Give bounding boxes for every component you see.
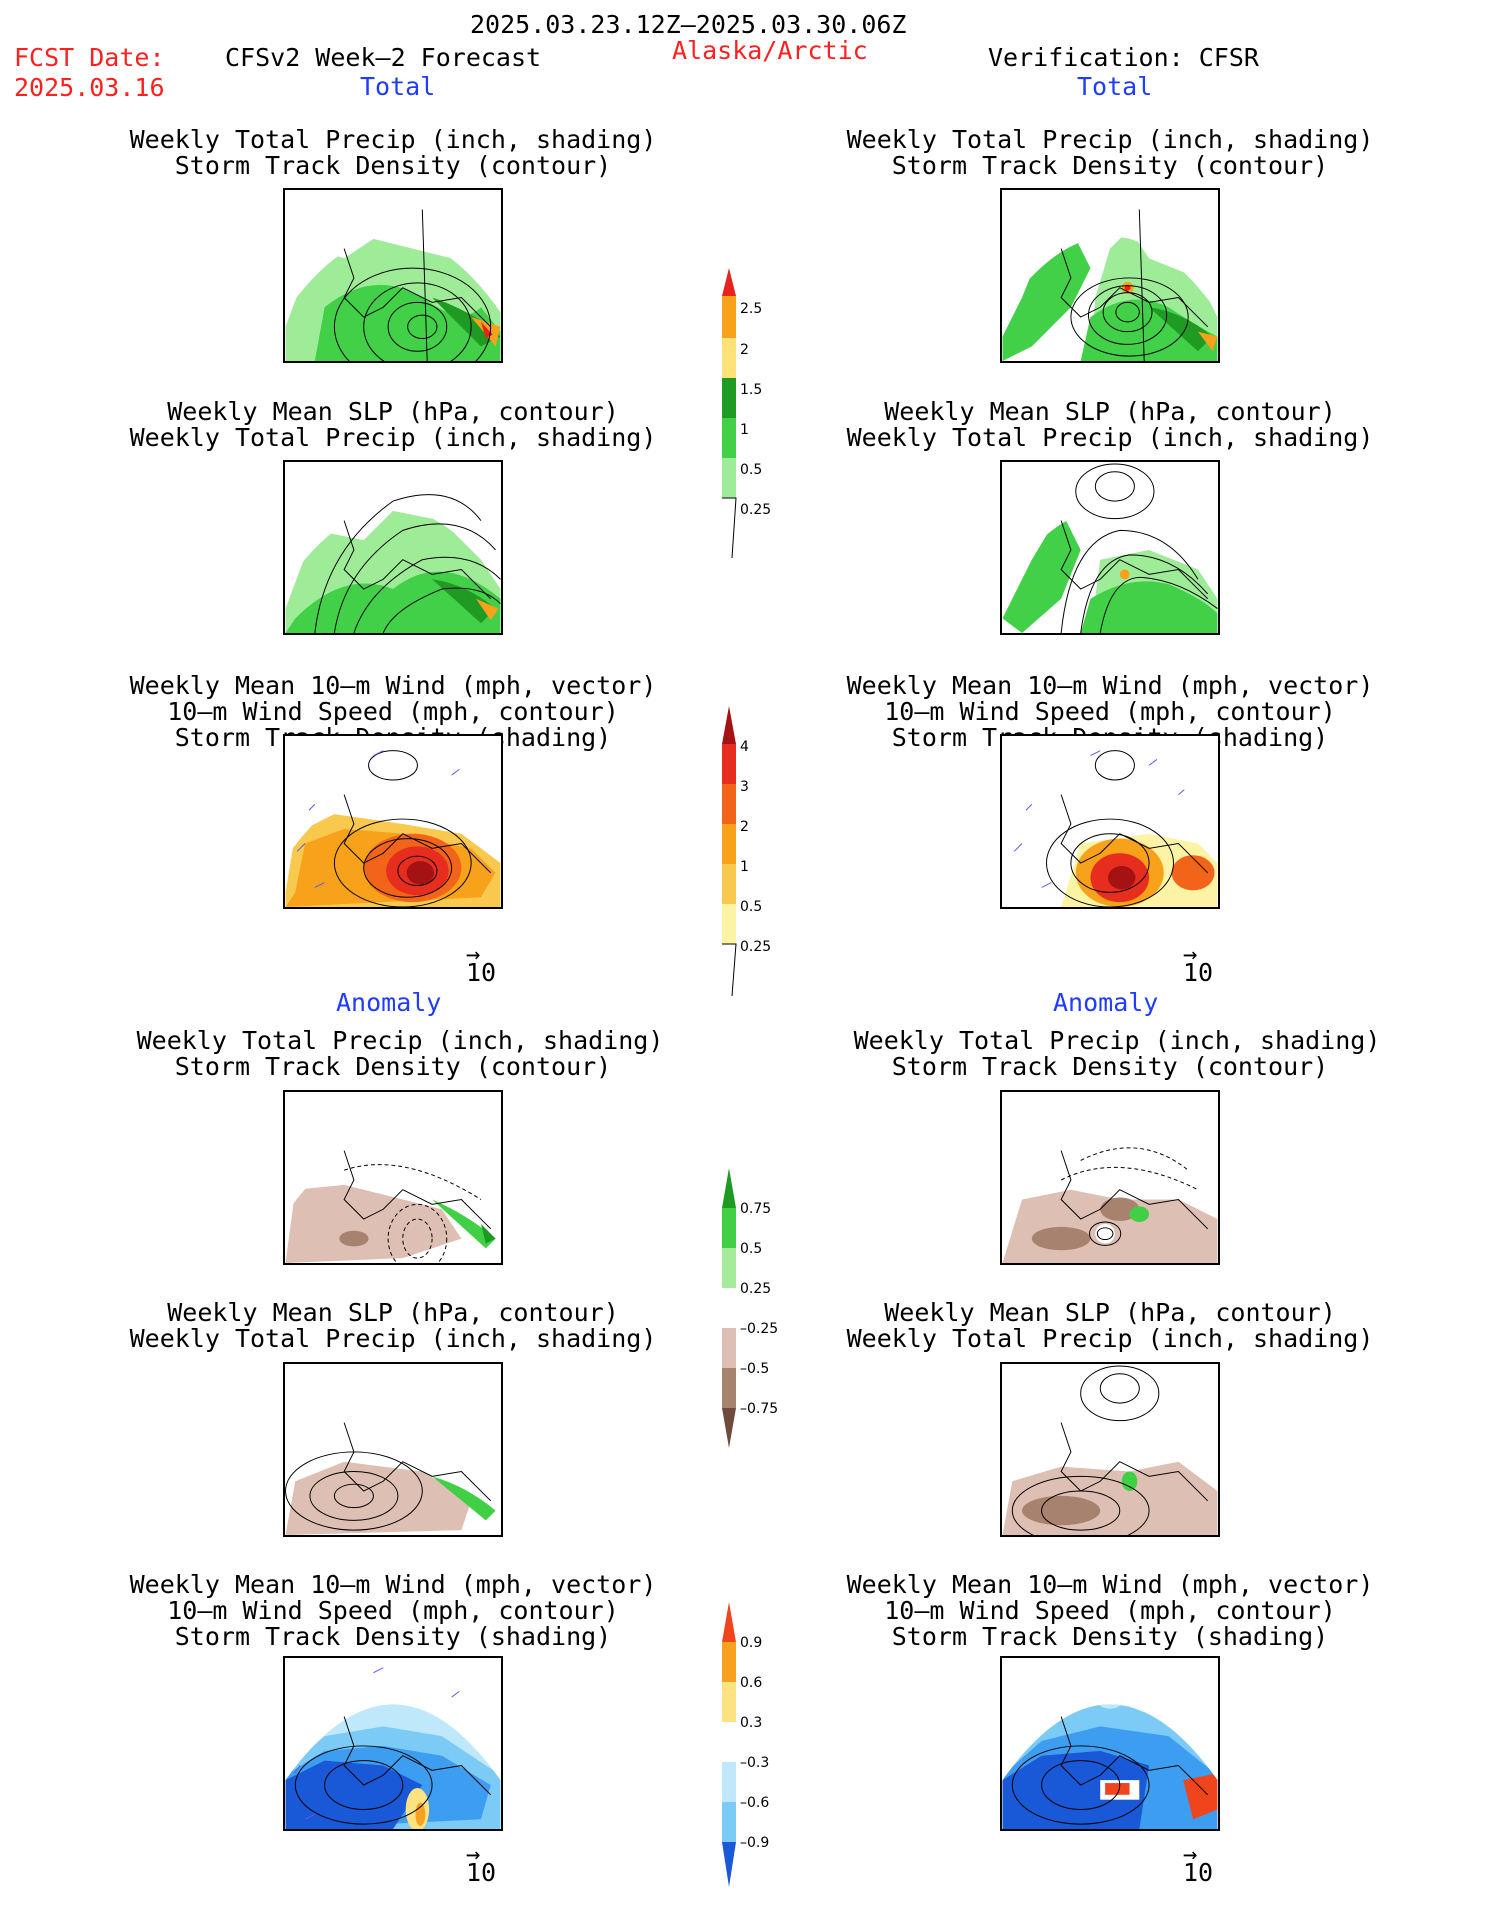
date-range-title: 2025.03.23.12Z–2025.03.30.06Z <box>470 10 907 39</box>
map-total-wind-storm-forecast <box>283 734 503 909</box>
panel-title-line: Weekly Mean SLP (hPa, contour) <box>167 397 619 426</box>
colorbar-label: 0.25 <box>740 939 771 955</box>
map-total-precip-storm-verification <box>1000 188 1220 363</box>
colorbar-label: 2 <box>740 342 749 358</box>
colorbar-label: 2 <box>740 819 749 835</box>
model-title: CFSv2 Week–2 Forecast <box>225 43 542 72</box>
panel-title-line: 10–m Wind Speed (mph, contour) <box>167 697 619 726</box>
vector-scale-arrow: → <box>466 940 481 968</box>
section-anomaly-left: Anomaly <box>336 988 442 1017</box>
colorbar-precip-total: 2.5 2 1.5 1 0.5 0.25 <box>722 268 782 562</box>
map-anom-precip-storm-verification <box>1000 1090 1220 1265</box>
colorbar-label: 0.5 <box>740 1241 762 1257</box>
colorbar-label: 1 <box>740 859 749 875</box>
colorbar-label: –0.3 <box>740 1755 769 1771</box>
panel-title-line: Weekly Mean 10–m Wind (mph, vector) <box>129 1570 657 1599</box>
colorbar-storm-anomaly: 0.9 0.6 0.3 –0.3 –0.6 –0.9 <box>722 1602 792 1896</box>
map-anom-slp-precip-verification <box>1000 1362 1220 1537</box>
panel-title-line: 10–m Wind Speed (mph, contour) <box>884 697 1336 726</box>
panel-title-line: Weekly Mean 10–m Wind (mph, vector) <box>846 1570 1374 1599</box>
map-total-slp-precip-forecast <box>283 460 503 635</box>
vector-scale-label: 10 <box>466 1858 497 1887</box>
panel-title-line: Weekly Mean SLP (hPa, contour) <box>167 1298 619 1327</box>
panel-title-line: Storm Track Density (contour) <box>174 151 612 180</box>
region-title: Alaska/Arctic <box>672 36 868 65</box>
panel-title-line: Weekly Total Precip (inch, shading) <box>846 1324 1374 1353</box>
map-anom-wind-storm-forecast <box>283 1656 503 1831</box>
panel-title-line: Weekly Mean SLP (hPa, contour) <box>884 397 1336 426</box>
colorbar-precip-anomaly: 0.75 0.5 0.25 –0.25 –0.5 –0.75 <box>722 1168 792 1462</box>
colorbar-label: 0.75 <box>740 1201 771 1217</box>
panel-title-line: Storm Track Density (contour) <box>891 151 1329 180</box>
map-anom-precip-storm-forecast <box>283 1090 503 1265</box>
map-total-wind-storm-verification <box>1000 734 1220 909</box>
vector-scale-label: 10 <box>466 958 497 987</box>
colorbar-label: 0.25 <box>740 1281 771 1297</box>
colorbar-label: 0.9 <box>740 1635 762 1651</box>
colorbar-label: –0.6 <box>740 1795 769 1811</box>
colorbar-label: 0.25 <box>740 502 771 518</box>
map-anom-wind-storm-verification <box>1000 1656 1220 1831</box>
map-total-precip-storm-forecast <box>283 188 503 363</box>
panel-title-line: Weekly Total Precip (inch, shading) <box>136 1026 664 1055</box>
map-anom-slp-precip-forecast <box>283 1362 503 1537</box>
colorbar-label: 2.5 <box>740 301 762 317</box>
panel-title-line: Weekly Mean 10–m Wind (mph, vector) <box>129 671 657 700</box>
section-anomaly-right: Anomaly <box>1053 988 1159 1017</box>
colorbar-label: 0.3 <box>740 1715 762 1731</box>
colorbar-label: –0.5 <box>740 1361 769 1377</box>
colorbar-label: –0.25 <box>740 1321 778 1337</box>
fcst-date-value: 2025.03.16 <box>14 73 165 102</box>
panel-title-line: 10–m Wind Speed (mph, contour) <box>167 1596 619 1625</box>
colorbar-label: 1 <box>740 422 749 438</box>
panel-title-line: 10–m Wind Speed (mph, contour) <box>884 1596 1336 1625</box>
panel-title-line: Weekly Total Precip (inch, shading) <box>129 1324 657 1353</box>
section-total-right: Total <box>1077 72 1153 101</box>
panel-title-line: Weekly Total Precip (inch, shading) <box>846 125 1374 154</box>
verification-title: Verification: CFSR <box>988 43 1259 72</box>
colorbar-label: 1.5 <box>740 382 762 398</box>
colorbar-label: –0.9 <box>740 1835 769 1851</box>
colorbar-label: –0.75 <box>740 1401 778 1417</box>
colorbar-storm-total: 4 3 2 1 0.5 0.25 <box>722 706 782 1000</box>
map-total-slp-precip-verification <box>1000 460 1220 635</box>
vector-scale-label: 10 <box>1183 958 1214 987</box>
colorbar-label: 3 <box>740 779 749 795</box>
colorbar-label: 0.5 <box>740 899 762 915</box>
section-total-left: Total <box>360 72 436 101</box>
vector-scale-arrow: → <box>1183 1840 1198 1868</box>
vector-scale-arrow: → <box>466 1840 481 1868</box>
panel-title-line: Weekly Mean SLP (hPa, contour) <box>884 1298 1336 1327</box>
panel-title-line: Weekly Total Precip (inch, shading) <box>129 125 657 154</box>
vector-scale-arrow: → <box>1183 940 1198 968</box>
panel-title-line: Storm Track Density (contour) <box>891 1052 1329 1081</box>
fcst-date-label: FCST Date: <box>14 43 165 72</box>
vector-scale-label: 10 <box>1183 1858 1214 1887</box>
panel-title-line: Storm Track Density (shading) <box>891 1622 1329 1651</box>
colorbar-label: 0.5 <box>740 462 762 478</box>
panel-title-line: Storm Track Density (contour) <box>174 1052 612 1081</box>
colorbar-label: 0.6 <box>740 1675 762 1691</box>
panel-title-line: Weekly Total Precip (inch, shading) <box>853 1026 1381 1055</box>
colorbar-label: 4 <box>740 739 749 755</box>
panel-title-line: Weekly Total Precip (inch, shading) <box>129 423 657 452</box>
panel-title-line: Weekly Mean 10–m Wind (mph, vector) <box>846 671 1374 700</box>
panel-title-line: Weekly Total Precip (inch, shading) <box>846 423 1374 452</box>
panel-title-line: Storm Track Density (shading) <box>174 1622 612 1651</box>
